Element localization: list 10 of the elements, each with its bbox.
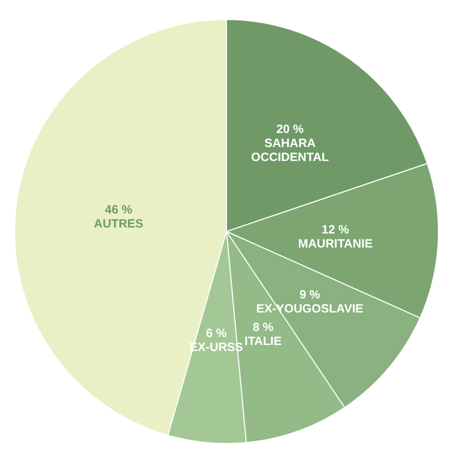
data-label: 8 %	[252, 320, 274, 334]
data-label: 20 %	[276, 122, 304, 136]
data-label: 6 %	[206, 326, 228, 340]
slice-label: ITALIE	[244, 334, 282, 348]
data-label: 46 %	[104, 202, 133, 216]
data-label: 9 %	[300, 288, 321, 302]
slice-label: AUTRES	[94, 216, 144, 230]
data-label: 12 %	[322, 222, 350, 237]
slice-label: SAHARA OCCIDENTAL	[251, 136, 329, 164]
slice-label: MAURITANIE	[298, 236, 373, 251]
